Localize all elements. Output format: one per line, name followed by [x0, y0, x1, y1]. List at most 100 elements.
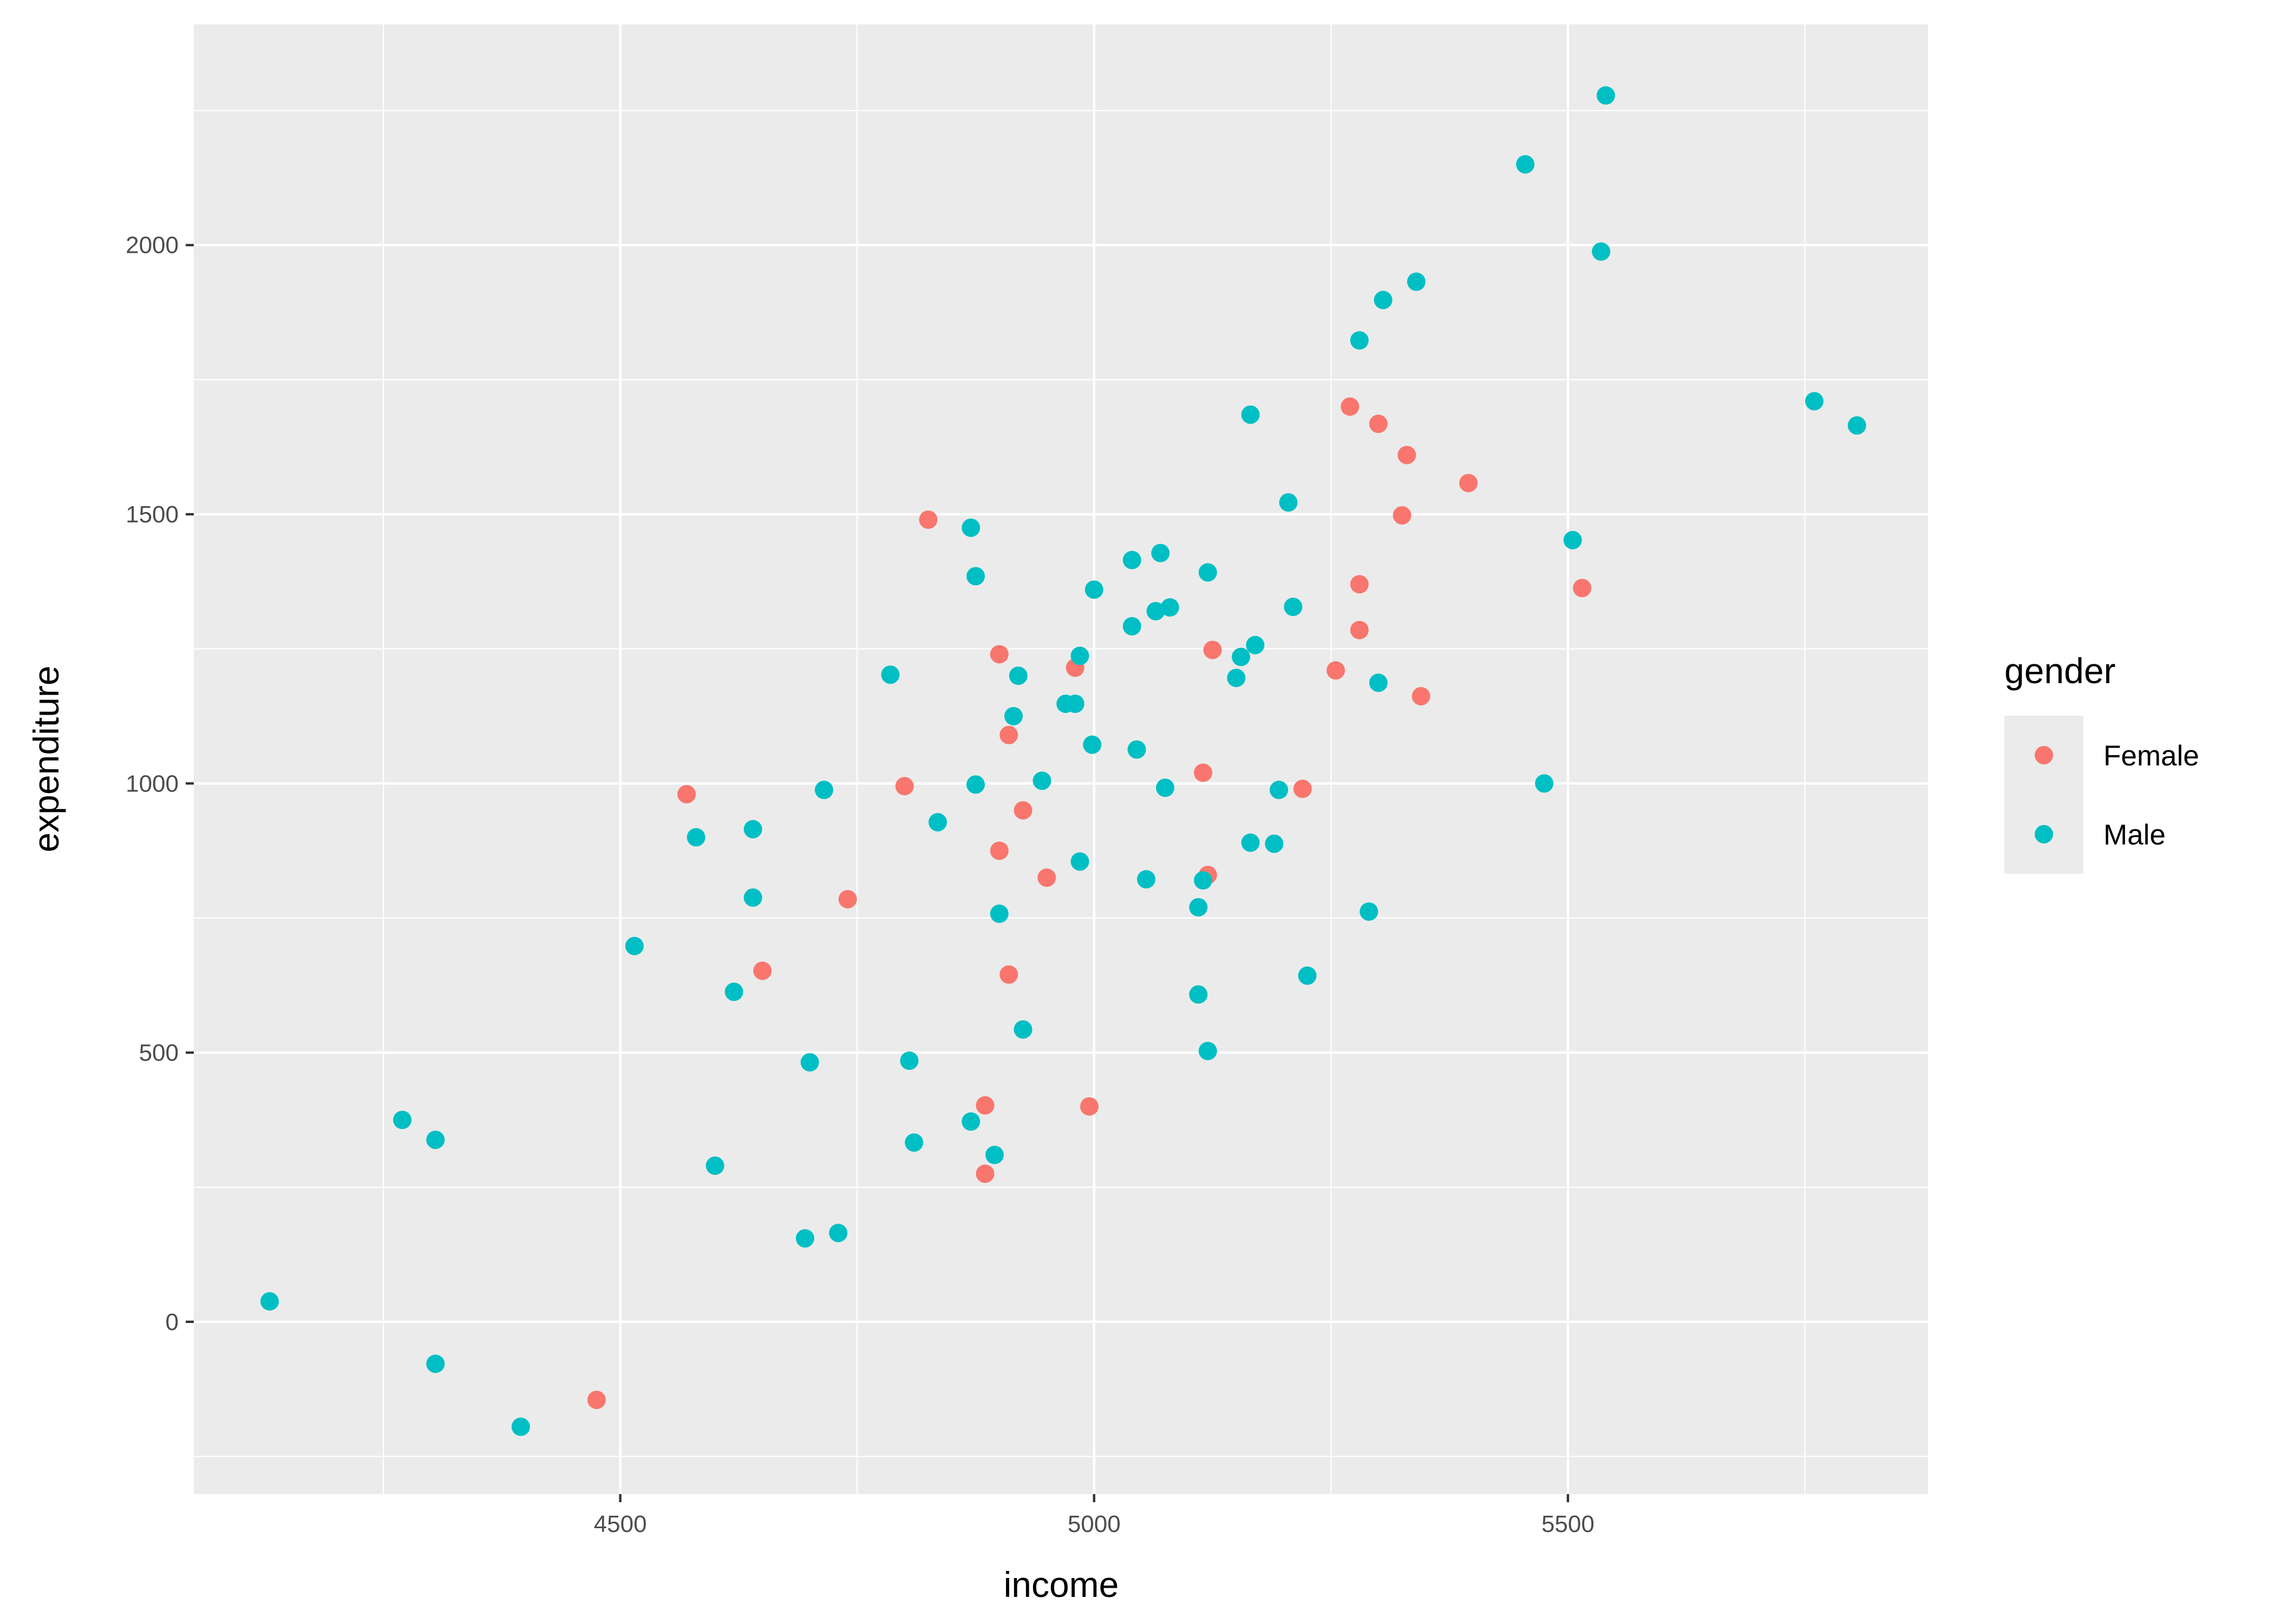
point-female	[999, 965, 1018, 984]
point-male	[1137, 870, 1156, 889]
point-female	[587, 1390, 606, 1409]
point-male	[743, 820, 762, 839]
point-male	[1374, 291, 1393, 310]
legend: gender Female Male	[2004, 651, 2199, 874]
point-female	[1080, 1097, 1099, 1116]
point-male	[1070, 852, 1089, 871]
y-axis-ticks: 0 500 1000 1500 2000	[126, 232, 194, 1335]
point-male	[1066, 695, 1084, 713]
point-male	[1535, 774, 1554, 793]
point-male	[962, 518, 981, 537]
point-male	[1279, 493, 1298, 512]
x-axis-ticks: 4500 5000 5500	[594, 1494, 1595, 1537]
y-axis-title: expenditure	[26, 666, 66, 853]
point-female	[990, 841, 1009, 860]
point-female	[838, 890, 857, 909]
data-points	[260, 86, 1866, 1436]
point-male	[1122, 551, 1141, 569]
point-male	[1083, 735, 1102, 754]
legend-key-male	[2035, 825, 2053, 843]
point-female	[753, 961, 772, 980]
x-tick-label: 5500	[1541, 1511, 1595, 1537]
point-male	[928, 813, 947, 831]
y-tick-label: 1500	[126, 501, 179, 528]
point-male	[1360, 902, 1378, 921]
point-male	[1156, 778, 1175, 797]
point-male	[1847, 416, 1866, 435]
y-tick-label: 500	[139, 1040, 179, 1066]
point-male	[966, 567, 985, 586]
point-male	[1227, 669, 1246, 687]
minor-gridlines	[194, 24, 1928, 1494]
point-male	[1070, 646, 1089, 665]
point-male	[1350, 331, 1369, 350]
point-male	[800, 1053, 819, 1072]
point-male	[1160, 598, 1179, 617]
point-male	[625, 937, 644, 955]
y-tick-label: 0	[166, 1309, 179, 1335]
point-male	[1284, 598, 1303, 617]
point-male	[1516, 155, 1535, 174]
legend-key-background	[2004, 716, 2083, 874]
point-male	[260, 1292, 279, 1311]
point-male	[1122, 617, 1141, 636]
point-male	[985, 1145, 1004, 1164]
point-female	[1293, 780, 1312, 798]
point-male	[1189, 898, 1208, 916]
point-male	[1241, 405, 1260, 424]
point-female	[1014, 801, 1033, 820]
point-female	[1037, 868, 1056, 887]
point-female	[976, 1096, 995, 1115]
point-male	[1033, 771, 1051, 790]
point-male	[795, 1229, 814, 1248]
point-male	[990, 904, 1009, 923]
x-axis-title: income	[1004, 1564, 1119, 1605]
point-female	[1459, 474, 1478, 493]
point-male	[1805, 392, 1824, 411]
point-female	[1412, 687, 1430, 706]
point-male	[511, 1417, 530, 1436]
point-female	[895, 777, 914, 796]
point-male	[1592, 242, 1611, 261]
point-male	[966, 775, 985, 794]
point-female	[677, 785, 696, 804]
point-female	[1350, 575, 1369, 594]
point-male	[905, 1133, 924, 1152]
point-female	[1573, 579, 1592, 598]
point-male	[1270, 781, 1289, 800]
point-female	[1327, 661, 1345, 680]
point-male	[1146, 602, 1165, 621]
point-male	[1265, 834, 1284, 853]
point-male	[724, 983, 743, 1001]
point-male	[881, 665, 900, 684]
point-male	[393, 1110, 412, 1129]
x-tick-label: 5000	[1068, 1511, 1121, 1537]
point-male	[426, 1354, 445, 1373]
legend-title: gender	[2004, 651, 2116, 691]
point-male	[743, 888, 762, 907]
point-female	[919, 510, 938, 529]
point-female	[1194, 763, 1213, 782]
point-female	[1350, 620, 1369, 639]
legend-label-male: Male	[2103, 819, 2166, 851]
point-male	[1563, 531, 1582, 549]
point-female	[1393, 506, 1412, 525]
point-male	[962, 1112, 981, 1131]
point-male	[1127, 740, 1146, 759]
point-male	[1084, 580, 1103, 599]
point-male	[1596, 86, 1615, 105]
x-tick-label: 4500	[594, 1511, 647, 1537]
y-tick-label: 2000	[126, 232, 179, 259]
legend-label-female: Female	[2103, 740, 2199, 772]
point-male	[829, 1223, 848, 1242]
point-male	[1298, 966, 1317, 985]
point-female	[976, 1164, 995, 1183]
point-female	[1397, 446, 1416, 464]
point-male	[1014, 1020, 1033, 1039]
point-male	[1189, 985, 1208, 1004]
point-female	[1203, 640, 1222, 659]
point-male	[1198, 563, 1217, 582]
point-male	[426, 1130, 445, 1149]
point-male	[1194, 871, 1213, 890]
